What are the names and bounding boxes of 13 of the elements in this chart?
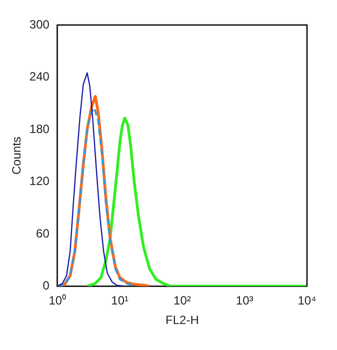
y-tick-label: 120: [29, 174, 50, 188]
y-tick-label: 240: [29, 70, 50, 84]
x-tick-label: 10⁰: [48, 294, 66, 308]
y-tick-label: 60: [36, 226, 50, 240]
x-tick-label: 10²: [174, 294, 191, 308]
x-tick-label: 10⁴: [298, 294, 316, 308]
y-axis-title: Counts: [10, 136, 24, 175]
x-axis-title: FL2-H: [166, 313, 199, 328]
y-tick-label: 300: [29, 17, 50, 32]
x-tick-label: 10³: [236, 294, 254, 308]
y-tick-label: 180: [29, 122, 50, 136]
x-tick-label: 10¹: [111, 294, 128, 308]
y-tick-label: 0: [42, 278, 50, 293]
